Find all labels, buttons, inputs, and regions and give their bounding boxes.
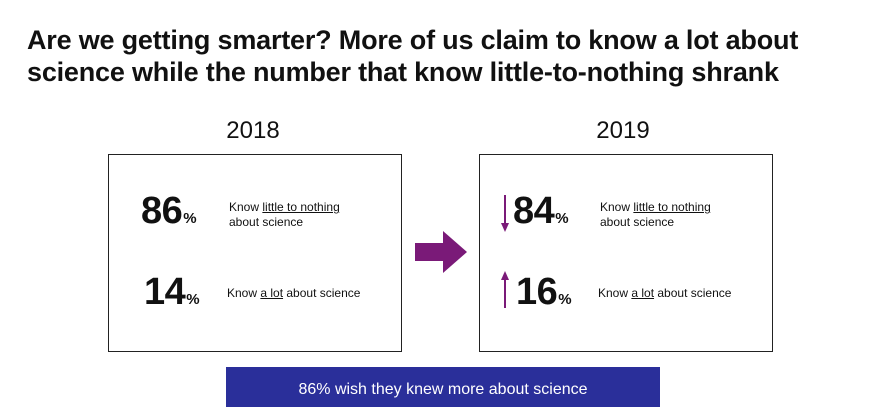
stat-description-a-lot-2019: Know a lot about science xyxy=(598,286,731,301)
stat-value: 86 xyxy=(141,190,183,232)
stat-little-to-nothing-2018: 86 % xyxy=(141,191,197,231)
year-label-2019: 2019 xyxy=(596,117,650,144)
right-arrow-icon xyxy=(415,231,467,273)
stat-description-a-lot-2018: Know a lot about science xyxy=(227,286,360,301)
stat-underlined: little to nothing xyxy=(262,200,340,214)
stat-underlined: a lot xyxy=(260,286,284,300)
stat-a-lot-2019: 16 % xyxy=(516,272,572,312)
up-arrow-icon xyxy=(501,271,509,308)
summary-banner: 86% wish they knew more about science xyxy=(226,367,660,407)
stat-value: 84 xyxy=(513,190,555,232)
stat-suffix: about science xyxy=(283,286,361,300)
stat-suffix: about science xyxy=(654,286,732,300)
down-arrow-icon xyxy=(501,195,509,232)
stat-underlined: a lot xyxy=(631,286,655,300)
page-title: Are we getting smarter? More of us claim… xyxy=(27,25,799,87)
panel-2018: 86 % Know little to nothing about scienc… xyxy=(108,154,402,352)
stat-unit: % xyxy=(555,210,569,227)
stat-prefix: Know xyxy=(227,286,261,300)
stat-little-to-nothing-2019: 84 % xyxy=(513,191,569,231)
year-label-2018: 2018 xyxy=(226,117,280,144)
stat-line2: about science xyxy=(229,215,304,229)
stat-description-little-to-nothing-2018: Know little to nothing about science xyxy=(229,200,340,230)
stat-prefix: Know xyxy=(598,286,632,300)
stat-value: 14 xyxy=(144,271,186,313)
stat-value: 16 xyxy=(516,271,558,313)
stat-underlined: little to nothing xyxy=(633,200,711,214)
stat-line2: about science xyxy=(600,215,675,229)
stat-unit: % xyxy=(558,291,572,308)
stat-unit: % xyxy=(183,210,197,227)
panel-2019: 84 % Know little to nothing about scienc… xyxy=(479,154,773,352)
stat-a-lot-2018: 14 % xyxy=(144,272,200,312)
stat-prefix: Know xyxy=(600,200,634,214)
stat-unit: % xyxy=(186,291,200,308)
stat-description-little-to-nothing-2019: Know little to nothing about science xyxy=(600,200,711,230)
stat-prefix: Know xyxy=(229,200,263,214)
